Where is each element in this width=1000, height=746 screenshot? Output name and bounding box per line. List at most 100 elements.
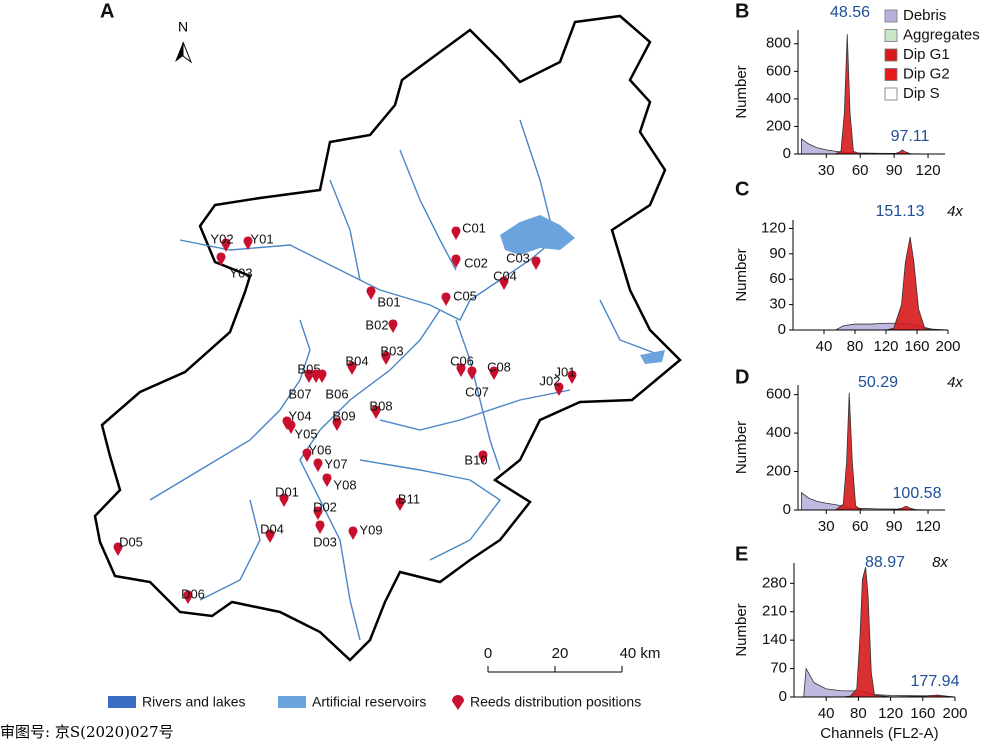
legend-label: Rivers and lakes [142,694,246,710]
y-tick-label: 600 [766,62,791,79]
reservoir [640,350,665,364]
x-tick-label: 90 [886,518,903,535]
site-label: C05 [453,288,477,303]
y-tick-label: 280 [762,574,787,591]
site-pin [395,497,405,511]
site-label: D03 [313,534,337,549]
site-pin [302,448,312,462]
site-pin [332,417,342,431]
site-pin [467,366,477,380]
x-tick-label: 120 [878,705,903,722]
site-label: Y06 [308,442,331,457]
x-tick-label: 80 [847,338,864,355]
site-pin [567,370,577,384]
x-tick-label: 120 [916,162,941,179]
site-label: B04 [345,353,368,368]
y-tick-label: 70 [770,660,787,677]
site-pin [489,366,499,380]
y-tick-label: 600 [766,386,791,403]
legend-swatch [884,68,898,81]
y-tick-label: 140 [762,631,787,648]
site-pin [499,276,509,290]
site-pin [311,369,321,383]
y-tick-label: 400 [766,424,791,441]
x-tick-label: 60 [852,162,869,179]
site-pin [554,382,564,396]
legend-swatch [278,696,306,708]
y-tick-label: 120 [761,219,786,236]
legend-label: Dip G2 [903,65,950,82]
site-label: Y04 [288,408,311,423]
rivers [149,119,661,641]
y-axis-title: Number [733,65,750,118]
panel-label: E [735,543,748,565]
site-label: B01 [377,294,400,309]
peak-label: 100.58 [893,485,942,502]
x-tick-label: 30 [818,162,835,179]
site-label: C01 [462,220,486,235]
x-tick-label: 160 [904,338,929,355]
y-tick-label: 210 [762,603,787,620]
site-pin [371,405,381,419]
x-tick-label: 200 [935,338,960,355]
site-pin [451,226,461,240]
panel-label: D [735,366,749,388]
site-pin [441,292,451,306]
site-pin [113,542,123,556]
x-axis-title: Channels (FL2-A) [820,725,938,742]
scale-label: 4x [947,374,963,391]
x-tick-label: 120 [873,338,898,355]
y-tick-label: 90 [769,245,786,262]
peak-label: 50.29 [858,374,898,391]
site-label: Y05 [294,426,317,441]
site-label: B06 [325,386,348,401]
site-pin [366,286,376,300]
peak-label: 88.97 [865,554,905,571]
y-tick-label: 0 [779,688,787,705]
x-tick-label: 30 [818,518,835,535]
site-label: B03 [380,343,403,358]
scale-label: 0 [484,645,492,662]
y-tick-label: 800 [766,35,791,52]
y-tick-label: 200 [766,463,791,480]
panel-label: B [735,0,749,22]
site-label: B02 [365,317,388,332]
site-pin [456,363,466,377]
panel-label: C [735,178,749,200]
x-tick-label: 90 [886,162,903,179]
x-tick-label: 120 [916,518,941,535]
legend-label: Debris [903,7,946,24]
site-label: B09 [332,408,355,423]
legend-swatch [108,696,136,708]
legend-label: Artificial reservoirs [312,694,426,710]
legend-swatch [884,9,898,23]
scale-label: 4x [947,203,963,220]
site-label: B08 [369,398,392,413]
site-label: B11 [398,491,420,506]
site-label: C07 [465,384,489,399]
legend-label: Aggregates [903,26,980,43]
y-tick-label: 400 [766,90,791,107]
site-pin [478,450,488,464]
site-pin [265,529,275,543]
site-pin [279,493,289,507]
site-pin [313,506,323,520]
site-pin [388,319,398,333]
panel-label: A [100,0,114,22]
peak-label: 97.11 [891,128,930,145]
legend-swatch [884,29,898,42]
y-axis-title: Number [733,421,750,474]
scale-bar [487,666,623,673]
site-pin [221,238,231,252]
site-pin [451,254,461,268]
legend-label: Dip S [903,85,940,102]
site-label: Y01 [250,231,273,246]
site-pin [243,236,253,250]
site-pin [313,458,323,472]
peak-label: 177.94 [911,673,960,690]
site-pin [381,351,391,365]
x-tick-label: 200 [942,705,967,722]
site-label: D02 [313,499,337,514]
y-tick-label: 200 [766,117,791,134]
